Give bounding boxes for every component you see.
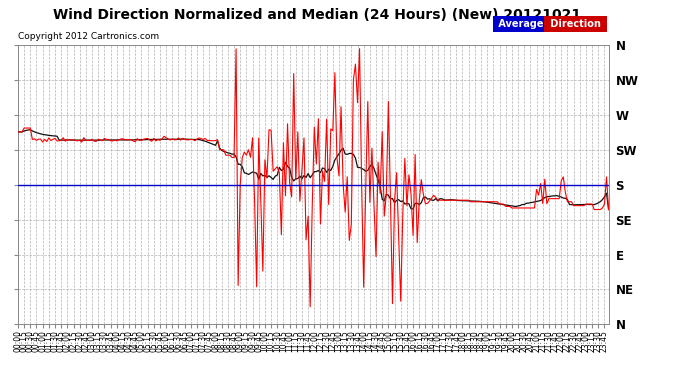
Text: Direction: Direction <box>547 20 604 29</box>
Text: Average: Average <box>495 20 547 29</box>
Text: Copyright 2012 Cartronics.com: Copyright 2012 Cartronics.com <box>18 32 159 41</box>
Text: Wind Direction Normalized and Median (24 Hours) (New) 20121021: Wind Direction Normalized and Median (24… <box>53 8 582 22</box>
